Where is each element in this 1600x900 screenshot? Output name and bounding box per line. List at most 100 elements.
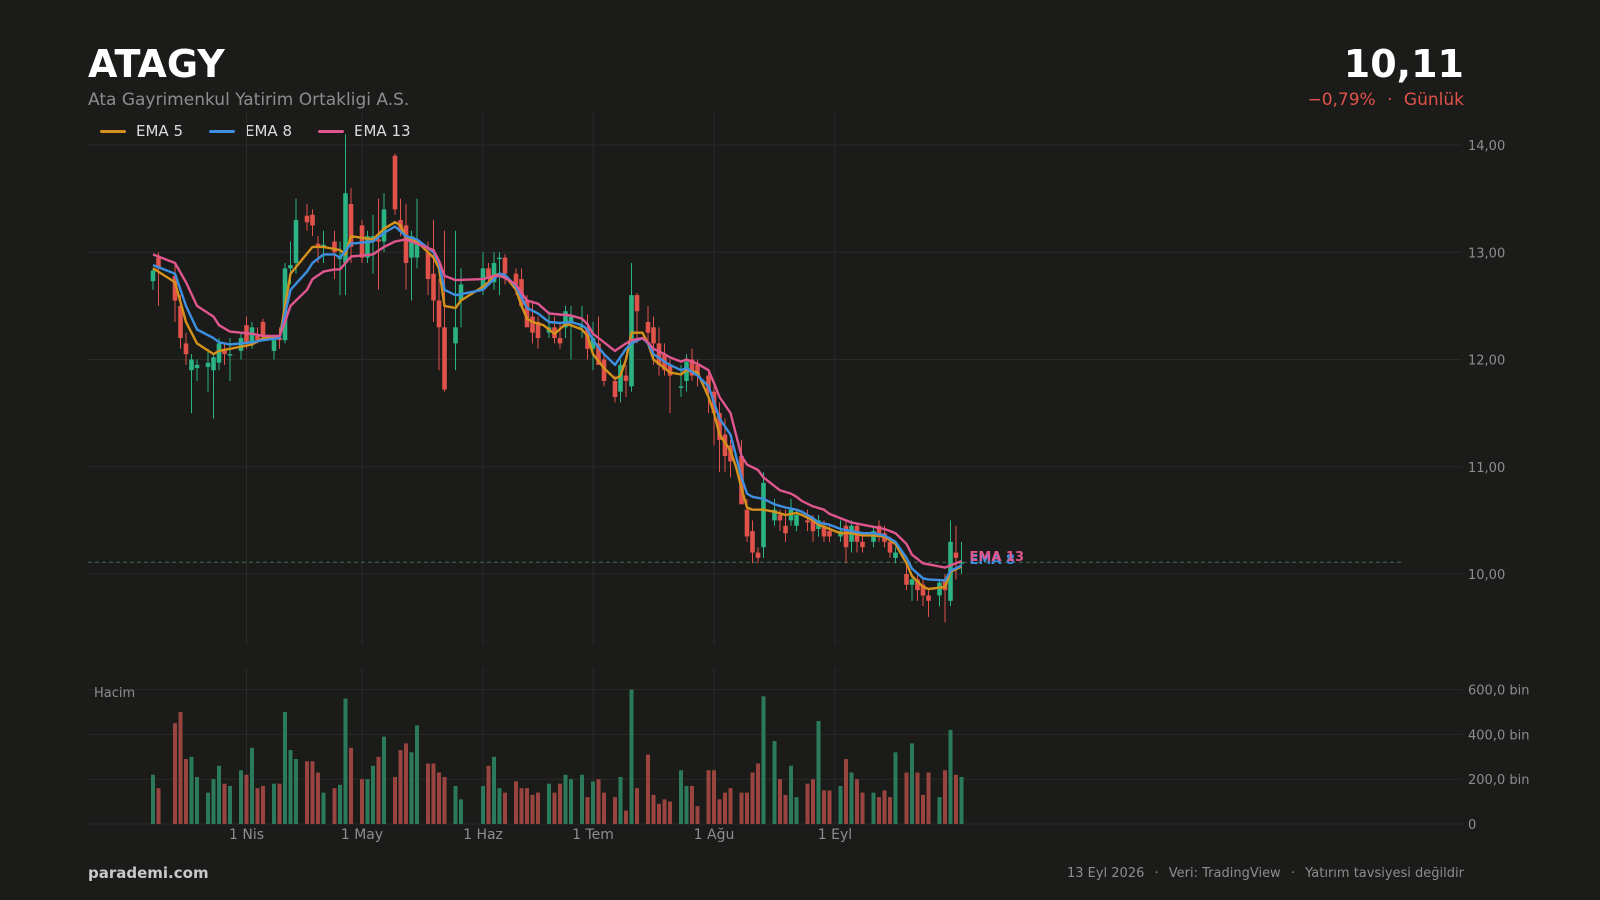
candle-body xyxy=(656,343,662,365)
volume-bar xyxy=(343,698,348,824)
candle-body xyxy=(293,220,299,263)
volume-bar xyxy=(492,756,496,824)
volume-bar xyxy=(288,750,293,824)
candle-body xyxy=(458,284,464,301)
ema5-line xyxy=(152,220,963,591)
candle-body xyxy=(827,531,832,537)
footer-source: Veri: TradingView xyxy=(1168,866,1281,881)
candle-body xyxy=(216,343,222,363)
volume-bar xyxy=(250,747,254,824)
volume-bar xyxy=(844,759,848,824)
volume-bar xyxy=(151,774,155,824)
volume-bar xyxy=(679,770,683,824)
candle-body xyxy=(409,236,414,258)
candle-body xyxy=(601,359,607,381)
volume-bar xyxy=(415,725,419,824)
legend-item-ema8[interactable]: EMA 8 xyxy=(209,122,292,140)
candle-body xyxy=(722,434,728,457)
candle-body xyxy=(530,316,535,333)
candle-body xyxy=(937,582,942,596)
volume-bar xyxy=(662,799,667,824)
ticker-symbol: ATAGY xyxy=(88,42,225,86)
candle-body xyxy=(706,375,711,392)
footer-info: 13 Eyl 2026 · Veri: TradingView · Yatırı… xyxy=(1067,866,1464,881)
candle-body xyxy=(821,525,827,537)
volume-bar xyxy=(195,776,199,824)
volume-bar xyxy=(272,783,276,824)
period-label: Günlük xyxy=(1403,90,1464,110)
volume-bar xyxy=(442,776,447,824)
volume-bar xyxy=(838,785,843,824)
volume-bar xyxy=(404,743,408,824)
volume-bar xyxy=(904,772,909,824)
volume-bar xyxy=(635,788,639,824)
candle-body xyxy=(651,327,656,344)
volume-bar xyxy=(959,776,964,824)
candle-body xyxy=(376,239,381,242)
volume-bar xyxy=(822,790,826,824)
candle-body xyxy=(271,340,277,351)
candle-body xyxy=(893,552,898,558)
candlesticks xyxy=(150,134,964,623)
ema13-line xyxy=(152,238,962,569)
volume-bar xyxy=(629,689,634,824)
volume-bar xyxy=(569,779,573,824)
volume-bar xyxy=(618,776,623,824)
volume-bar xyxy=(591,781,595,824)
volume-bar xyxy=(910,743,914,824)
volume-bar xyxy=(525,788,529,824)
legend-item-ema5[interactable]: EMA 5 xyxy=(100,122,183,140)
volume-bar xyxy=(728,788,733,824)
time-tick-label: 1 Ağu xyxy=(694,827,735,843)
volume-bar xyxy=(717,799,722,824)
volume-bar xyxy=(855,779,859,824)
ema13-end-label: EMA 13 xyxy=(970,550,1025,565)
volume-bar xyxy=(954,774,958,824)
candle-body xyxy=(304,215,310,223)
candle-body xyxy=(524,300,530,328)
candle-body xyxy=(876,525,882,537)
volume-bar xyxy=(211,779,216,824)
brand-logo[interactable]: parademi.com xyxy=(88,864,209,882)
candle-body xyxy=(695,364,700,376)
legend-item-ema13[interactable]: EMA 13 xyxy=(318,122,411,140)
candle-body xyxy=(645,321,651,333)
volume-bar xyxy=(811,779,815,824)
candle-body xyxy=(194,364,200,369)
ema8-end-label: EMA 8 xyxy=(970,553,1015,568)
price-tick-label: 10,00 xyxy=(1468,568,1505,583)
candle-body xyxy=(772,509,777,521)
candle-body xyxy=(805,520,810,523)
volume-bar xyxy=(657,803,661,824)
volume-bar xyxy=(514,781,518,824)
candle-body xyxy=(205,362,211,368)
candle-body xyxy=(777,515,783,521)
candle-body xyxy=(260,321,266,336)
legend-swatch-ema5 xyxy=(100,129,126,133)
volume-bar xyxy=(536,792,540,824)
volume-bar xyxy=(338,784,342,824)
candle-body xyxy=(392,155,398,210)
price-tick-label: 13,00 xyxy=(1468,246,1505,261)
volume-bar xyxy=(217,765,221,824)
footer-date: 13 Eyl 2026 xyxy=(1066,866,1145,881)
time-tick-label: 1 Nis xyxy=(229,827,264,843)
volume-bar xyxy=(613,797,617,824)
candle-body xyxy=(381,209,387,242)
candle-body xyxy=(915,579,920,591)
legend-swatch-ema13 xyxy=(318,129,344,133)
volume-bar xyxy=(349,747,353,824)
candle-body xyxy=(563,311,568,328)
volume-bar xyxy=(173,723,177,824)
volume-bar xyxy=(558,783,562,824)
volume-bar xyxy=(437,772,441,824)
candle-body xyxy=(183,343,189,355)
volume-bar xyxy=(761,696,766,824)
candle-body xyxy=(909,579,915,585)
candle-body xyxy=(860,541,865,548)
candle-body xyxy=(403,225,409,263)
volume-bar xyxy=(244,774,249,824)
volume-bar xyxy=(486,765,491,824)
candle-body xyxy=(783,525,788,534)
